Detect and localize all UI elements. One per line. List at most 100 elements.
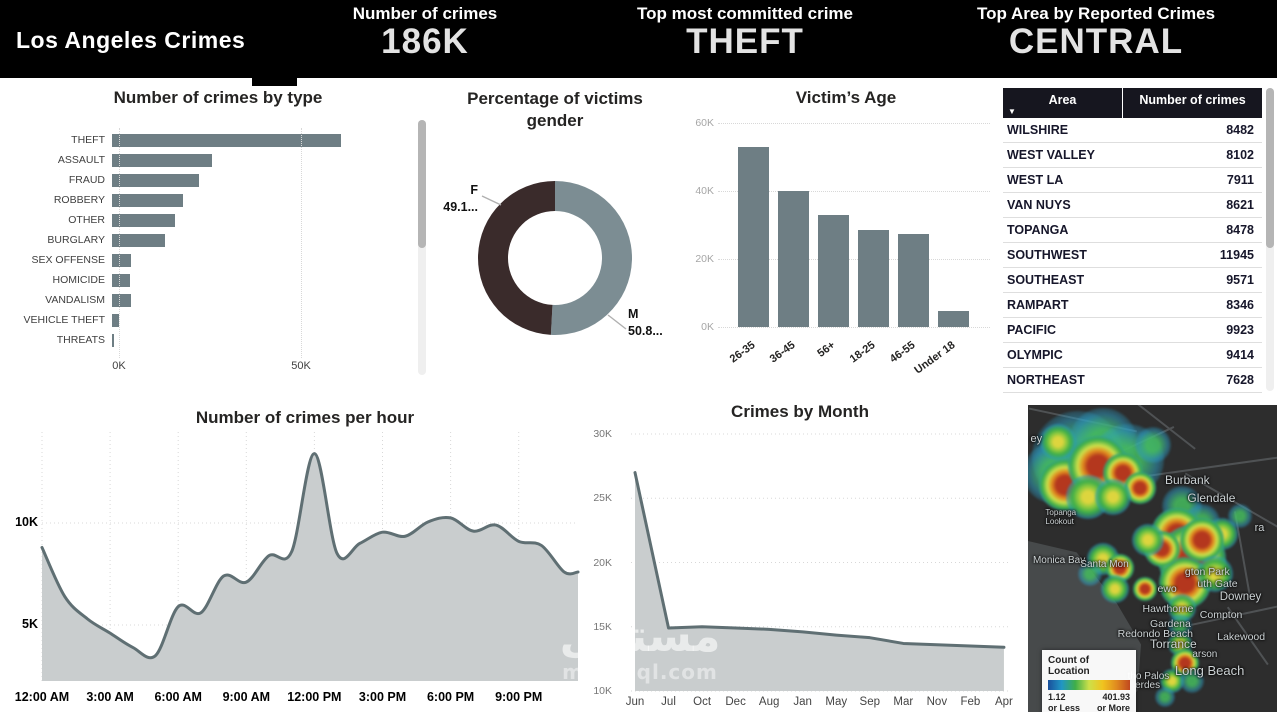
table-row[interactable]: SOUTHEAST 9571: [1003, 268, 1262, 293]
callout-line-male: [607, 314, 627, 330]
bar-robbery[interactable]: [112, 193, 183, 207]
table-scrollbar[interactable]: [1266, 88, 1274, 391]
cell-crimes: 8621: [1226, 198, 1254, 212]
gridline: [718, 123, 990, 124]
type-chart-scrollbar[interactable]: [418, 120, 426, 375]
x-tick-label: Oct: [693, 696, 712, 708]
bar-other[interactable]: [112, 213, 175, 227]
bar-56+[interactable]: [818, 214, 849, 327]
column-header-crimes[interactable]: Number of crimes: [1139, 93, 1246, 107]
heatmap-legend: Count of Location 1.12 or Less 401.93 or M…: [1042, 650, 1136, 712]
heat-blob: [1101, 575, 1130, 604]
y-tick-label: 20K: [593, 556, 612, 569]
bar-18-25[interactable]: [858, 230, 889, 327]
bar-theft[interactable]: [112, 133, 342, 147]
category-label: BURGLARY: [47, 234, 105, 246]
bar-row: ASSAULT: [20, 150, 416, 170]
cell-crimes: 7911: [1226, 173, 1254, 187]
table-row[interactable]: PACIFIC 9923: [1003, 318, 1262, 343]
hour-area-plot[interactable]: [0, 400, 585, 712]
bar-26-35[interactable]: [738, 146, 769, 327]
donut-chart[interactable]: [420, 138, 690, 388]
bar-burglary[interactable]: [112, 233, 166, 247]
category-label: SEX OFFENSE: [31, 254, 105, 266]
x-tick-label: Dec: [725, 696, 746, 708]
x-tick-label: Mar: [893, 696, 914, 708]
bar-row: ROBBERY: [20, 190, 416, 210]
bar-row: FRAUD: [20, 170, 416, 190]
bar-vandalism[interactable]: [112, 293, 131, 307]
x-tick-label: 0K: [112, 360, 126, 372]
heat-blob: [1196, 555, 1233, 592]
cell-crimes: 8102: [1226, 148, 1254, 162]
cell-area: WILSHIRE: [1007, 123, 1069, 137]
crime-heatmap[interactable]: ey Burbank Glendale Topanga Lookout ra Monica …: [1028, 405, 1277, 712]
bar-fraud[interactable]: [112, 173, 200, 187]
city-label: Compton: [1199, 609, 1243, 622]
gridline: [119, 128, 120, 358]
table-row[interactable]: WILSHIRE 8482: [1003, 118, 1262, 143]
table-row[interactable]: VAN NUYS 8621: [1003, 193, 1262, 218]
city-label: Torrance: [1150, 636, 1197, 651]
table-row[interactable]: WEST VALLEY 8102: [1003, 143, 1262, 168]
x-tick-label: 9:00 PM: [495, 690, 543, 704]
donut-slice-F[interactable]: [477, 181, 555, 335]
crimes-by-month-chart: Crimes by Month 10K 15K 20K 25K 30K Jun Jul Oct…: [585, 400, 1015, 712]
donut-slice-M[interactable]: [550, 181, 632, 335]
bar-46-55[interactable]: [898, 233, 929, 327]
table-row[interactable]: NORTHEAST 7628: [1003, 368, 1262, 393]
heat-blob: [1134, 426, 1171, 463]
sort-descending-icon[interactable]: ▼: [1008, 107, 1016, 116]
category-label: VEHICLE THEFT: [23, 314, 106, 326]
bar-assault[interactable]: [112, 153, 213, 167]
chart-title-line1: Percentage of victims: [467, 89, 643, 108]
x-tick-label: Jan: [793, 696, 812, 708]
table-row[interactable]: OLYMPIC 9414: [1003, 343, 1262, 368]
heat-blob: [1078, 561, 1103, 586]
table-body: WILSHIRE 8482 WEST VALLEY 8102 WEST LA 7911 VA…: [1003, 118, 1262, 393]
category-label: THREATS: [56, 334, 105, 346]
area-fill: [635, 472, 1004, 691]
city-label: Glendale: [1187, 490, 1236, 505]
heat-blob: [1094, 479, 1131, 516]
bar-sex-offense[interactable]: [112, 253, 131, 267]
city-label: gton Park: [1184, 566, 1230, 579]
y-tick-label: 5K: [22, 617, 38, 631]
y-tick-label: 10K: [15, 515, 38, 529]
x-tick-label: 6:00 PM: [426, 690, 475, 704]
x-tick-label: 3:00 AM: [86, 690, 134, 704]
bar-vehicle-theft[interactable]: [112, 313, 119, 327]
table-row[interactable]: SOUTHWEST 11945: [1003, 243, 1262, 268]
chart-title: Number of crimes per hour: [195, 408, 415, 427]
column-header-area[interactable]: Area: [1003, 88, 1123, 118]
table-row[interactable]: TOPANGA 8478: [1003, 218, 1262, 243]
city-label: Santa Mon: [1080, 558, 1129, 570]
x-tick-label: 9:00 AM: [222, 690, 271, 704]
kpi-label: Number of crimes: [352, 4, 498, 23]
cell-area: VAN NUYS: [1007, 198, 1071, 212]
category-label: HOMICIDE: [52, 274, 106, 286]
bar-threats[interactable]: [112, 333, 114, 347]
month-area-plot[interactable]: [585, 400, 1015, 712]
legend-min: 1.12 or Less: [1048, 692, 1081, 712]
bar-row: THEFT: [20, 130, 416, 150]
kpi-label: Top most committed crime: [637, 4, 853, 23]
cell-area: NORTHEAST: [1007, 373, 1085, 387]
table-row[interactable]: RAMPART 8346: [1003, 293, 1262, 318]
scrollbar-thumb[interactable]: [1266, 88, 1274, 248]
bar-row: VEHICLE THEFT: [20, 310, 416, 330]
scrollbar-thumb[interactable]: [418, 120, 426, 248]
bar-under-18[interactable]: [938, 311, 969, 327]
bar-36-45[interactable]: [778, 191, 809, 327]
y-tick-label: 20K: [695, 253, 714, 265]
bar-homicide[interactable]: [112, 273, 130, 287]
victims-age-chart: Victim’s Age 0K 20K 40K 60K 26-35 36-45 56+ 18-…: [690, 88, 1002, 398]
table-row[interactable]: WEST LA 7911: [1003, 168, 1262, 193]
gridline: [718, 259, 990, 260]
x-axis: 0K 50K: [20, 360, 416, 376]
y-tick-label: 25K: [593, 492, 612, 505]
legend-max: 401.93 or More: [1096, 692, 1130, 712]
bar-row: VANDALISM: [20, 290, 416, 310]
donut-label-female: F 49.1...: [443, 183, 478, 214]
bar-row: OTHER: [20, 210, 416, 230]
